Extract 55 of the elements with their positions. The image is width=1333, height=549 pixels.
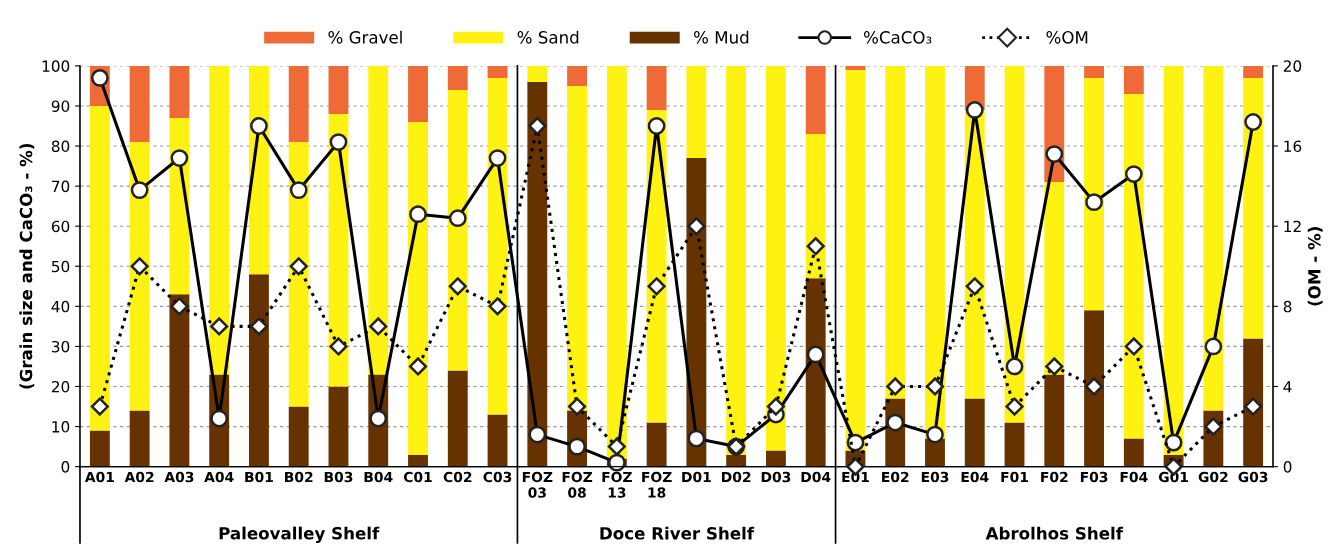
- y2-tick-label: 12: [1284, 220, 1301, 232]
- x-tick-label: F02: [1041, 471, 1068, 483]
- legend-label: %OM: [1046, 31, 1088, 44]
- x-tick-label: E03: [921, 471, 949, 483]
- x-tick-label: C03: [483, 471, 512, 483]
- y-tick-label: 50: [52, 260, 70, 273]
- legend-label: % Mud: [693, 30, 749, 44]
- text: Abrolhos Shelf: [985, 526, 1124, 540]
- y-tick-label: 0: [61, 461, 70, 473]
- legend-label: % Sand: [517, 30, 579, 44]
- y-tick-label: 80: [51, 140, 70, 153]
- x-tick-label: F04: [1120, 471, 1148, 483]
- x-tick-label: G02: [1198, 471, 1228, 483]
- x-tick-label: A03: [164, 471, 194, 483]
- x-tick-label: FOZ 13: [602, 471, 632, 498]
- y2-tick-label: 20: [1283, 60, 1302, 72]
- y2-axis-title: (OM - %): [1307, 227, 1323, 306]
- x-tick-label: A01: [84, 471, 114, 483]
- x-tick-label: D04: [801, 471, 831, 483]
- y2-tick-label: 16: [1284, 140, 1302, 153]
- y-tick-label: 10: [52, 421, 70, 433]
- x-tick-label: F03: [1080, 471, 1108, 483]
- x-tick-label: FOZ 18: [642, 471, 672, 498]
- y2-tick-label: 0: [1283, 461, 1292, 473]
- x-tick-label: E04: [961, 471, 989, 483]
- x-tick-label: E02: [882, 471, 909, 483]
- x-tick-label: A02: [124, 471, 154, 483]
- x-tick-label: D03: [761, 471, 791, 483]
- y2-tick-label: 8: [1283, 300, 1292, 313]
- x-tick-label: C01: [403, 471, 432, 483]
- y-tick-label: 20: [51, 380, 70, 393]
- legend-label: %CaCO₃: [863, 31, 932, 44]
- x-tick-label: B04: [364, 471, 393, 483]
- y2-tick-label: 4: [1283, 381, 1292, 393]
- y-tick-label: 30: [51, 340, 70, 353]
- x-tick-label: G03: [1238, 471, 1268, 483]
- y-tick-label: 70: [52, 180, 70, 193]
- x-tick-label: FOZ 03: [522, 471, 553, 498]
- y-tick-label: 90: [51, 100, 70, 112]
- legend-label: % Gravel: [328, 30, 402, 44]
- x-tick-label: FOZ 08: [562, 471, 593, 498]
- x-tick-label: D01: [682, 471, 711, 483]
- y-tick-label: 100: [42, 60, 70, 72]
- y-axis-title: (Grain size and CaCO₃ - %): [19, 143, 35, 389]
- y-tick-label: 60: [51, 220, 70, 233]
- x-tick-label: B01: [245, 471, 273, 483]
- x-tick-label: C02: [443, 471, 472, 483]
- text: Paleovalley Shelf: [219, 526, 380, 543]
- y-tick-label: 40: [51, 300, 70, 313]
- x-tick-label: A04: [204, 471, 234, 483]
- x-tick-label: B02: [285, 471, 313, 483]
- x-tick-label: F01: [1001, 471, 1028, 483]
- x-tick-label: B03: [324, 471, 353, 483]
- text: Doce River Shelf: [600, 526, 755, 540]
- x-tick-label: D02: [722, 471, 751, 483]
